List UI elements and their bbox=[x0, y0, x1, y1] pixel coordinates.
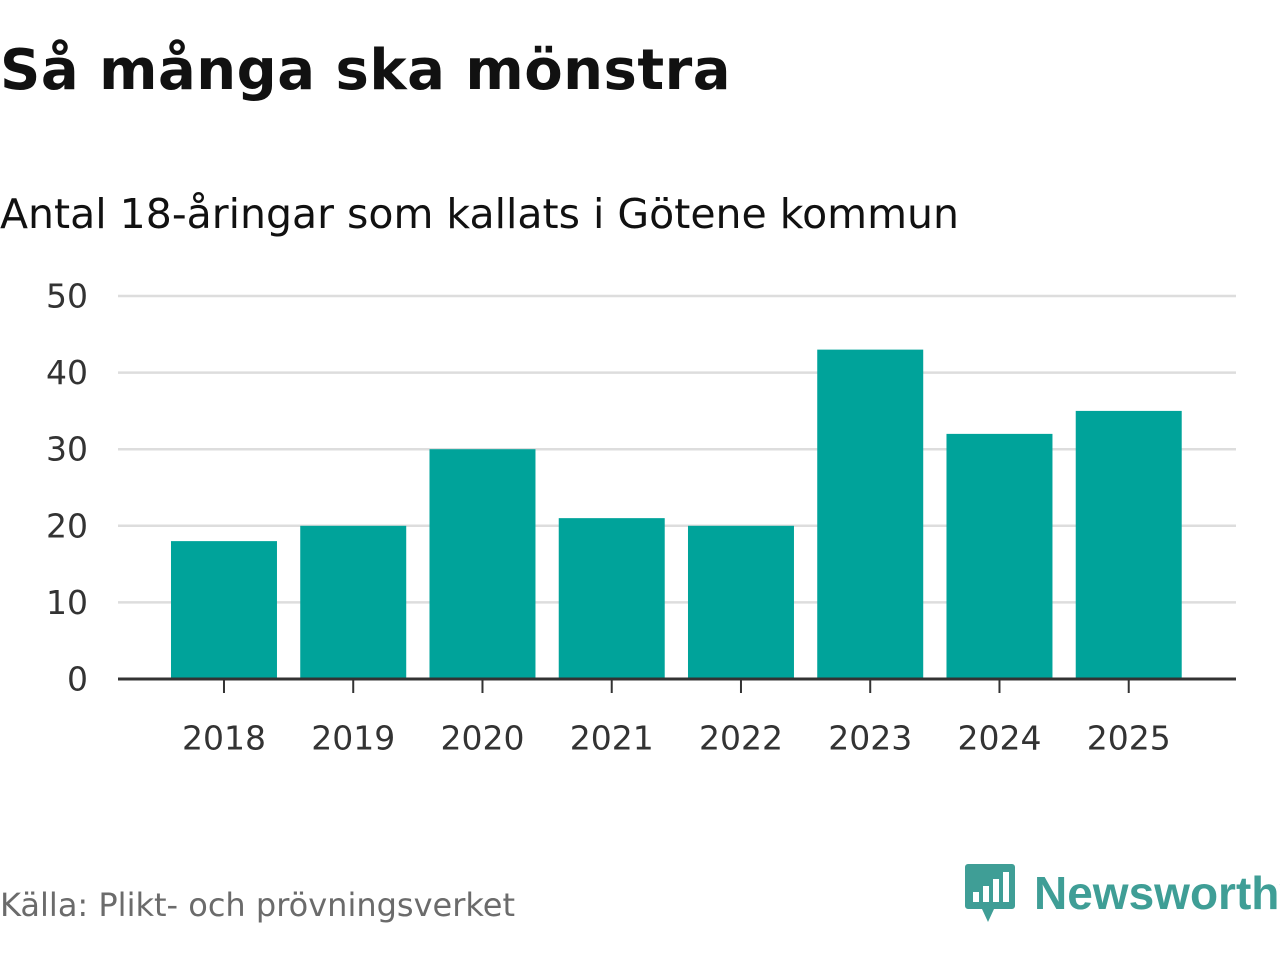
y-tick-label: 50 bbox=[46, 277, 88, 316]
y-tick-label: 0 bbox=[67, 660, 88, 699]
y-tick-label: 20 bbox=[46, 506, 88, 545]
bar-2021 bbox=[558, 518, 665, 679]
y-axis-tick-labels: 0 10 20 30 40 50 bbox=[46, 277, 88, 699]
y-tick-label: 10 bbox=[46, 583, 88, 622]
y-tick-label: 30 bbox=[46, 430, 88, 469]
bar-2024 bbox=[946, 433, 1053, 679]
chart-title: Så många ska mönstra bbox=[0, 38, 732, 103]
bar-2019 bbox=[300, 525, 407, 679]
chart-subtitle: Antal 18-åringar som kallats i Götene ko… bbox=[0, 190, 959, 238]
bar-2025 bbox=[1075, 410, 1182, 679]
x-tick-label: 2024 bbox=[957, 719, 1041, 758]
brand-name: Newsworthy bbox=[1034, 867, 1280, 919]
source-note: Källa: Plikt- och prövningsverket bbox=[0, 886, 515, 924]
x-tick-label: 2025 bbox=[1087, 719, 1171, 758]
bar-2018 bbox=[170, 541, 277, 679]
bar-chart: 0 10 20 30 40 50 2018 2019 2020 2021 2022 2023 2024… bbox=[46, 277, 1236, 758]
x-tick-label: 2023 bbox=[828, 719, 912, 758]
x-tick-label: 2020 bbox=[440, 719, 524, 758]
gridlines bbox=[118, 294, 1236, 604]
bar-2023 bbox=[817, 349, 924, 679]
x-tick-label: 2018 bbox=[182, 719, 266, 758]
bar-2020 bbox=[429, 449, 536, 679]
bars bbox=[170, 349, 1182, 679]
x-tick-label: 2019 bbox=[311, 719, 395, 758]
x-tick-label: 2021 bbox=[570, 719, 654, 758]
x-axis: 2018 2019 2020 2021 2022 2023 2024 2025 bbox=[118, 677, 1236, 758]
bar-chart-speech-bubble-icon bbox=[965, 864, 1015, 922]
bar-2022 bbox=[687, 525, 794, 679]
x-tick-label: 2022 bbox=[699, 719, 783, 758]
newsworthy-logo: Newsworthy bbox=[964, 862, 1280, 924]
y-tick-label: 40 bbox=[46, 353, 88, 392]
